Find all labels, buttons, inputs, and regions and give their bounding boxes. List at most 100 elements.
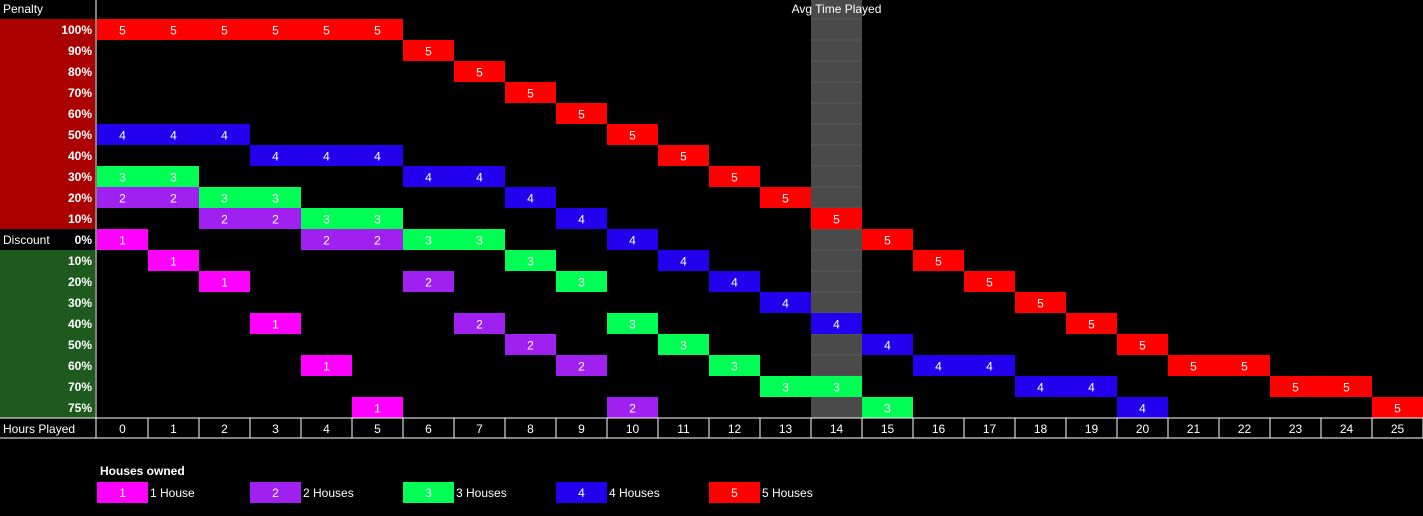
- cell-houses-2: [607, 397, 658, 418]
- cell-label: 5: [986, 276, 993, 290]
- cell-houses-2: [505, 334, 556, 355]
- avg-time-label: Avg Time Played: [792, 2, 882, 16]
- y-tick-label: 100%: [61, 23, 92, 37]
- cell-houses-4: [352, 145, 403, 166]
- cell-houses-2: [454, 313, 505, 334]
- cell-houses-3: [709, 355, 760, 376]
- cell-label: 4: [782, 297, 789, 311]
- cell-houses-5: [301, 19, 352, 40]
- cell-label: 5: [323, 24, 330, 38]
- cell-label: 4: [986, 360, 993, 374]
- cell-label: 5: [1292, 381, 1299, 395]
- cell-houses-2: [148, 187, 199, 208]
- cell-houses-1: [301, 355, 352, 376]
- y-tick-label: 10%: [68, 254, 92, 268]
- cell-houses-3: [250, 187, 301, 208]
- y-tick-label: 10%: [68, 212, 92, 226]
- cell-label: 4: [1037, 381, 1044, 395]
- cell-houses-5: [199, 19, 250, 40]
- y-tick-label: 0%: [75, 233, 93, 247]
- x-tick-label: 15: [881, 422, 895, 436]
- penalty-discount-chart: Penalty100%90%80%70%60%50%40%30%20%10%Di…: [0, 0, 1423, 439]
- cell-label: 2: [323, 234, 330, 248]
- cell-label: 3: [731, 360, 738, 374]
- penalty-band: [0, 19, 95, 229]
- cell-houses-4: [964, 355, 1015, 376]
- cell-houses-1: [352, 397, 403, 418]
- cell-label: 5: [1139, 339, 1146, 353]
- x-tick-label: 11: [677, 422, 690, 436]
- cell-houses-1: [97, 229, 148, 250]
- cell-houses-1: [199, 271, 250, 292]
- cell-label: 4: [221, 129, 228, 143]
- cell-label: 4: [425, 171, 432, 185]
- y-tick-label: 30%: [68, 296, 92, 310]
- cell-houses-4: [199, 124, 250, 145]
- cell-houses-2: [250, 208, 301, 229]
- cell-houses-5: [913, 250, 964, 271]
- legend-label: 4 Houses: [609, 485, 660, 500]
- x-axis-label: Hours Played: [3, 422, 75, 436]
- cell-label: 5: [1241, 360, 1248, 374]
- cell-label: 5: [476, 66, 483, 80]
- cell-label: 4: [833, 318, 840, 332]
- cell-houses-4: [556, 208, 607, 229]
- cell-houses-5: [1066, 313, 1117, 334]
- cell-houses-5: [1015, 292, 1066, 313]
- x-tick-label: 16: [932, 422, 946, 436]
- cell-label: 4: [527, 192, 534, 206]
- cell-houses-4: [760, 292, 811, 313]
- y-tick-label: 70%: [68, 380, 92, 394]
- x-tick-label: 4: [323, 422, 330, 436]
- cell-houses-5: [658, 145, 709, 166]
- cell-houses-3: [199, 187, 250, 208]
- cell-houses-4: [913, 355, 964, 376]
- cell-label: 2: [221, 213, 228, 227]
- cell-houses-3: [352, 208, 403, 229]
- cell-houses-5: [1117, 334, 1168, 355]
- cell-houses-5: [1372, 397, 1423, 418]
- cell-label: 2: [629, 402, 636, 416]
- y-tick-label: 50%: [68, 128, 92, 142]
- x-tick-label: 23: [1289, 422, 1303, 436]
- cell-label: 4: [119, 129, 126, 143]
- cell-houses-4: [811, 313, 862, 334]
- cell-houses-5: [811, 208, 862, 229]
- cell-label: 1: [170, 255, 177, 269]
- cell-label: 4: [170, 129, 177, 143]
- legend-swatch: 4: [556, 482, 607, 503]
- cell-label: 1: [323, 360, 330, 374]
- cell-label: 5: [1394, 402, 1401, 416]
- cell-label: 3: [425, 234, 432, 248]
- cell-houses-5: [352, 19, 403, 40]
- legend-label: 2 Houses: [303, 485, 354, 500]
- cell-houses-5: [862, 229, 913, 250]
- cell-label: 5: [527, 87, 534, 101]
- cell-label: 5: [935, 255, 942, 269]
- cell-houses-3: [301, 208, 352, 229]
- cell-houses-4: [607, 229, 658, 250]
- y-tick-label: 75%: [68, 401, 92, 415]
- x-tick-label: 18: [1034, 422, 1048, 436]
- y-tick-label: 30%: [68, 170, 92, 184]
- cell-label: 1: [221, 276, 228, 290]
- cell-houses-5: [1321, 376, 1372, 397]
- penalty-header: Penalty: [3, 2, 43, 16]
- cell-houses-5: [1168, 355, 1219, 376]
- cell-label: 2: [476, 318, 483, 332]
- x-tick-label: 19: [1085, 422, 1099, 436]
- y-tick-label: 20%: [68, 191, 92, 205]
- cell-label: 4: [680, 255, 687, 269]
- legend-label: 5 Houses: [762, 485, 813, 500]
- x-tick-label: 13: [779, 422, 793, 436]
- cell-houses-4: [301, 145, 352, 166]
- cell-houses-3: [505, 250, 556, 271]
- cell-houses-4: [250, 145, 301, 166]
- discount-band: [0, 250, 95, 418]
- cell-label: 3: [374, 213, 381, 227]
- cell-houses-4: [1117, 397, 1168, 418]
